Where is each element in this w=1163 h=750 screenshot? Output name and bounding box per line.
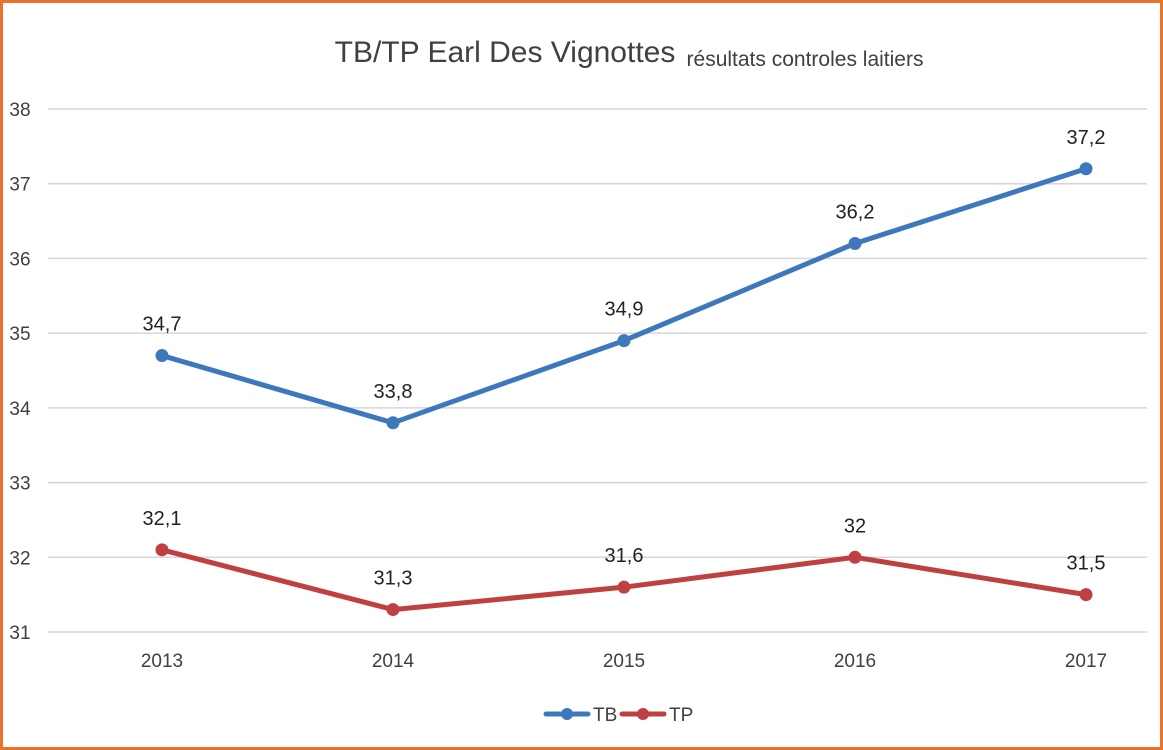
x-tick-label: 2017 (1065, 651, 1107, 672)
data-point (617, 580, 631, 594)
gridlines (48, 108, 1147, 633)
data-point (155, 349, 169, 363)
legend-label: TB (593, 705, 617, 726)
x-tick-label: 2014 (372, 651, 415, 672)
y-tick-label: 35 (9, 324, 30, 345)
series: 34,7 33,8 34,9 36,2 37,2 32,1 31,3 31,6 32 31,5 (143, 127, 1106, 617)
y-tick-label: 38 (9, 100, 30, 121)
data-point (1079, 588, 1093, 602)
chart-subtitle: résultats controles laitiers (687, 48, 924, 71)
y-axis: 31 32 33 34 35 36 37 38 (9, 100, 31, 644)
data-label: 31,5 (1067, 553, 1106, 575)
data-label: 34,7 (143, 314, 182, 336)
data-point (848, 550, 862, 564)
series-tb: 34,7 33,8 34,9 36,2 37,2 (143, 127, 1106, 430)
data-label: 34,9 (605, 299, 644, 321)
data-point (386, 603, 400, 617)
chart-title: TB/TP Earl Des Vignottes (335, 36, 676, 69)
data-point (386, 416, 400, 430)
x-axis: 2013 2014 2015 2016 2017 (141, 651, 1107, 672)
data-label: 37,2 (1067, 127, 1106, 149)
y-tick-label: 34 (9, 399, 31, 420)
x-tick-label: 2016 (834, 651, 876, 672)
y-tick-label: 32 (9, 548, 30, 569)
data-label: 33,8 (374, 381, 413, 403)
x-tick-label: 2015 (603, 651, 645, 672)
y-tick-label: 31 (9, 623, 30, 644)
data-label: 31,6 (605, 545, 644, 567)
legend: TB TP (543, 705, 693, 726)
legend-item-tp: TP (619, 705, 693, 726)
x-tick-label: 2013 (141, 651, 183, 672)
data-point (155, 543, 169, 557)
data-point (848, 236, 862, 250)
y-tick-label: 37 (9, 175, 30, 196)
data-point (1079, 162, 1093, 176)
data-label: 32,1 (143, 508, 182, 530)
data-label: 32 (844, 515, 866, 537)
data-label: 31,3 (374, 568, 413, 590)
series-tp: 32,1 31,3 31,6 32 31,5 (143, 508, 1106, 617)
y-tick-label: 33 (9, 474, 30, 495)
data-point (617, 334, 631, 348)
legend-item-tb: TB (543, 705, 617, 726)
y-tick-label: 36 (9, 249, 30, 270)
series-line (159, 166, 1089, 426)
legend-marker (561, 708, 573, 720)
data-label: 36,2 (836, 201, 875, 223)
legend-marker (637, 708, 649, 720)
legend-label: TP (669, 705, 693, 726)
